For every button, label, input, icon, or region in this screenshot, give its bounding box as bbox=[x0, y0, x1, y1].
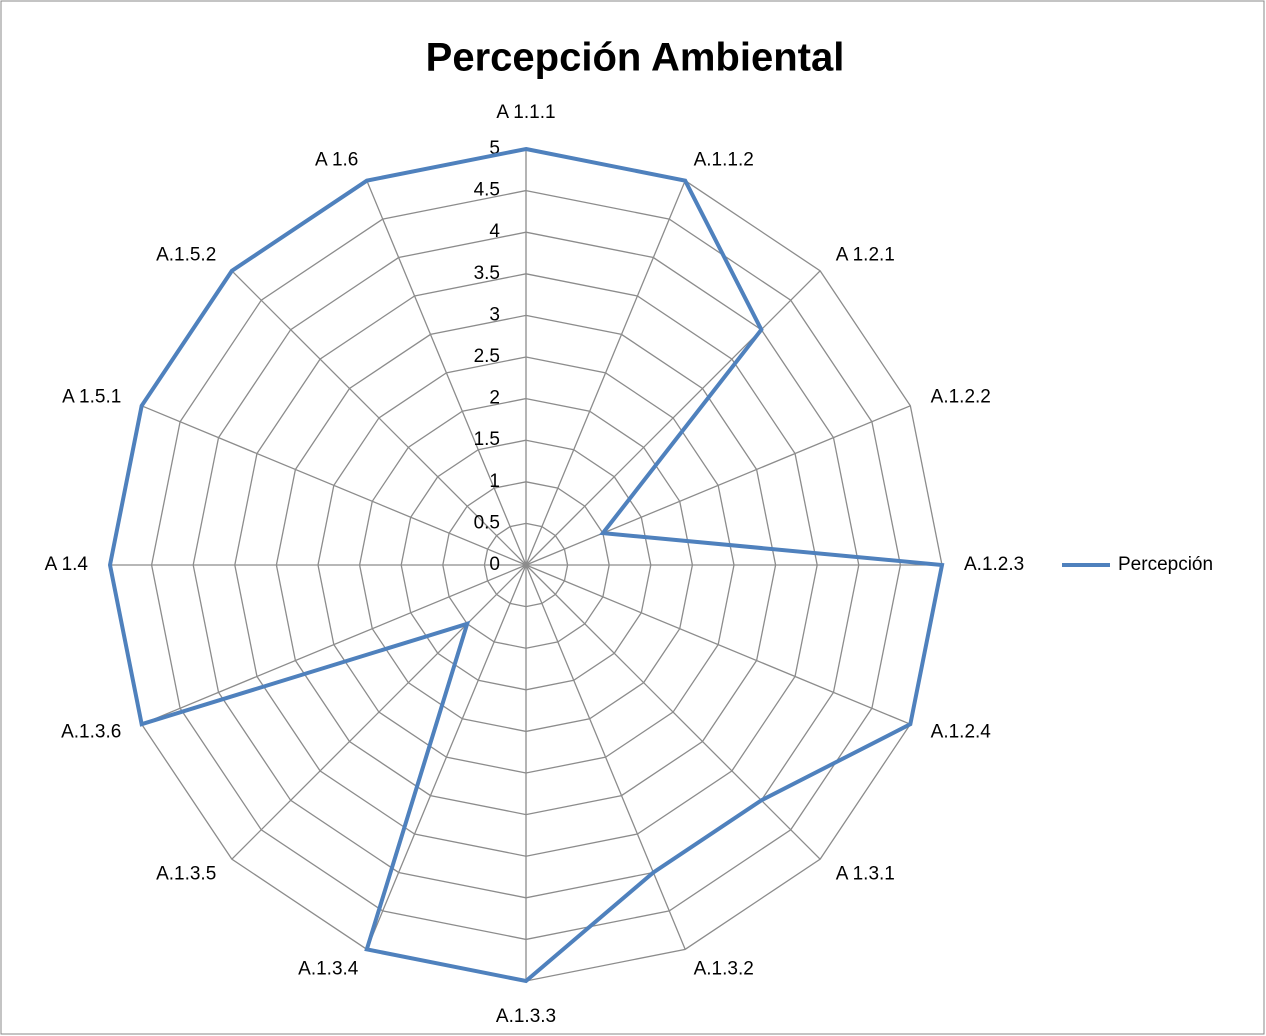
category-label: A.1.3.2 bbox=[694, 959, 754, 980]
spoke bbox=[525, 270, 821, 566]
spoke bbox=[525, 180, 686, 566]
axis-tick-label: 4 bbox=[489, 221, 500, 242]
category-label: A.1.3.3 bbox=[496, 1006, 556, 1027]
spoke bbox=[231, 270, 527, 566]
spoke bbox=[141, 405, 527, 566]
category-label: A.1.2.2 bbox=[931, 386, 991, 407]
category-label: A.1.2.3 bbox=[964, 554, 1024, 575]
axis-tick-label: 2.5 bbox=[474, 346, 500, 367]
category-label: A 1.1.1 bbox=[496, 102, 555, 123]
spoke bbox=[366, 564, 527, 950]
category-label: A 1.2.1 bbox=[836, 244, 895, 265]
axis-tick-label: 3 bbox=[489, 304, 500, 325]
axis-tick-label: 2 bbox=[489, 388, 500, 409]
category-label: A 1.6 bbox=[315, 149, 358, 170]
category-label: A.1.3.6 bbox=[61, 722, 121, 743]
axis-tick-label: 0 bbox=[489, 554, 500, 575]
axis-tick-label: 3.5 bbox=[474, 263, 500, 284]
category-label: A.1.3.4 bbox=[298, 959, 359, 980]
series-line bbox=[107, 146, 945, 984]
axis-tick-label: 5 bbox=[489, 138, 500, 159]
legend-label: Percepción bbox=[1118, 554, 1213, 575]
spoke bbox=[231, 564, 527, 860]
spoke bbox=[525, 564, 911, 725]
spoke bbox=[525, 564, 686, 950]
category-label: A 1.3.1 bbox=[836, 864, 895, 885]
category-label: A.1.5.2 bbox=[156, 244, 216, 265]
axis-tick-label: 1 bbox=[489, 471, 500, 492]
axis-tick-label: 1.5 bbox=[474, 429, 500, 450]
chart-title: Percepción Ambiental bbox=[426, 36, 845, 80]
axis-tick-label: 0.5 bbox=[474, 512, 500, 533]
category-label: A.1.1.2 bbox=[694, 149, 754, 170]
axis-tick-label: 4.5 bbox=[474, 180, 500, 201]
category-label: A 1.5.1 bbox=[62, 386, 121, 407]
category-label: A.1.3.5 bbox=[156, 864, 216, 885]
category-label: A.1.2.4 bbox=[931, 722, 992, 743]
spoke bbox=[141, 564, 527, 725]
spoke bbox=[525, 564, 821, 860]
spoke bbox=[366, 180, 527, 566]
spoke bbox=[525, 405, 911, 566]
category-label: A 1.4 bbox=[45, 554, 89, 575]
